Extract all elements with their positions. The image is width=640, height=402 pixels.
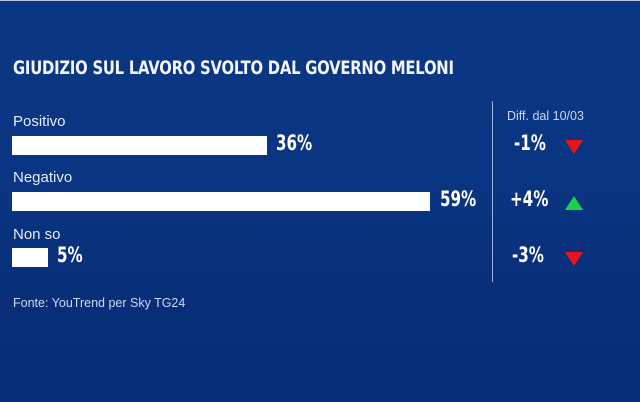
diff-non-so: -3%	[512, 243, 544, 267]
trend-up-icon	[565, 196, 583, 210]
bar-positivo	[12, 136, 267, 155]
top-edge-line	[0, 0, 640, 1]
source-note: Fonte: YouTrend per Sky TG24	[13, 296, 186, 310]
diff-positivo: -1%	[514, 131, 546, 155]
value-positivo: 36%	[276, 131, 313, 155]
bar-negativo	[12, 192, 430, 211]
bar-non-so	[12, 248, 48, 267]
trend-down-icon	[565, 140, 583, 154]
trend-down-icon	[565, 252, 583, 266]
row-label-non-so: Non so	[13, 226, 61, 243]
row-label-negativo: Negativo	[13, 169, 73, 186]
column-divider	[492, 101, 493, 282]
chart-title: GIUDIZIO SUL LAVORO SVOLTO DAL GOVERNO M…	[13, 57, 454, 79]
row-label-positivo: Positivo	[13, 113, 66, 130]
value-negativo: 59%	[440, 187, 477, 211]
value-non-so: 5%	[57, 243, 83, 267]
diff-header: Diff. dal 10/03	[507, 109, 584, 123]
diff-negativo: +4%	[510, 187, 549, 211]
